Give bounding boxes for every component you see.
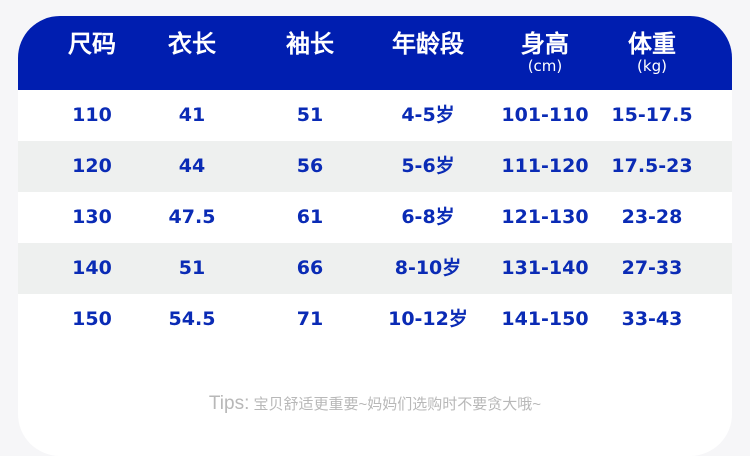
table-cell: 140 [72, 257, 112, 279]
column-header: 尺码 [68, 30, 116, 58]
table-cell: 101-110 [501, 104, 589, 126]
table-cell: 54.5 [168, 308, 216, 330]
column-header-label: 袖长 [286, 30, 334, 58]
table-row: 130 47.5 61 6-8岁 121-130 23-28 [18, 192, 732, 243]
table-row: 140 51 66 8-10岁 131-140 27-33 [18, 243, 732, 294]
column-header: 衣长 [168, 30, 216, 58]
table-cell: 33-43 [621, 308, 683, 330]
column-header-unit: (cm) [527, 57, 563, 75]
table-cell: 6-8岁 [401, 206, 455, 228]
table-cell: 111-120 [501, 155, 589, 177]
column-header-label: 尺码 [68, 30, 116, 58]
table-cell: 47.5 [168, 206, 216, 228]
table-cell: 66 [296, 257, 324, 279]
size-chart-card: 尺码 衣长 袖长 年龄段 身高 (cm) 体重 (kg) 110 41 51 4-5岁 101-110… [18, 16, 732, 456]
table-cell: 23-28 [621, 206, 683, 228]
table-cell: 150 [72, 308, 112, 330]
column-header: 体重 (kg) [628, 30, 676, 74]
column-header: 袖长 [286, 30, 334, 58]
tips-prefix: Tips: [208, 393, 250, 414]
column-header-label: 身高 [521, 30, 569, 58]
table-cell: 27-33 [621, 257, 683, 279]
column-header: 年龄段 [392, 30, 464, 58]
column-header-label: 年龄段 [392, 30, 464, 58]
table-cell: 51 [178, 257, 206, 279]
table-cell: 5-6岁 [401, 155, 455, 177]
table-cell: 71 [296, 308, 324, 330]
table-header: 尺码 衣长 袖长 年龄段 身高 (cm) 体重 (kg) [18, 16, 732, 90]
table-cell: 121-130 [501, 206, 589, 228]
table-cell: 8-10岁 [394, 257, 462, 279]
table-cell: 51 [296, 104, 324, 126]
tips-text: 宝贝舒适更重要~妈妈们选购时不要贪大哦~ [253, 396, 542, 413]
table-cell: 15-17.5 [611, 104, 693, 126]
table-cell: 141-150 [501, 308, 589, 330]
tips-note: Tips: 宝贝舒适更重要~妈妈们选购时不要贪大哦~ [18, 393, 732, 415]
table-cell: 17.5-23 [611, 155, 693, 177]
column-header-label: 体重 [628, 30, 676, 58]
table-row: 120 44 56 5-6岁 111-120 17.5-23 [18, 141, 732, 192]
table-cell: 130 [72, 206, 112, 228]
column-header-label: 衣长 [168, 30, 216, 58]
table-cell: 44 [178, 155, 206, 177]
table-cell: 131-140 [501, 257, 589, 279]
table-cell: 110 [72, 104, 112, 126]
table-cell: 4-5岁 [401, 104, 455, 126]
table-row: 150 54.5 71 10-12岁 141-150 33-43 [18, 294, 732, 345]
table-cell: 120 [72, 155, 112, 177]
table-cell: 10-12岁 [388, 308, 468, 330]
table-row: 110 41 51 4-5岁 101-110 15-17.5 [18, 90, 732, 141]
table-cell: 56 [296, 155, 324, 177]
column-header-unit: (kg) [637, 57, 667, 75]
table-cell: 61 [296, 206, 324, 228]
table-cell: 41 [178, 104, 206, 126]
column-header: 身高 (cm) [521, 30, 569, 74]
